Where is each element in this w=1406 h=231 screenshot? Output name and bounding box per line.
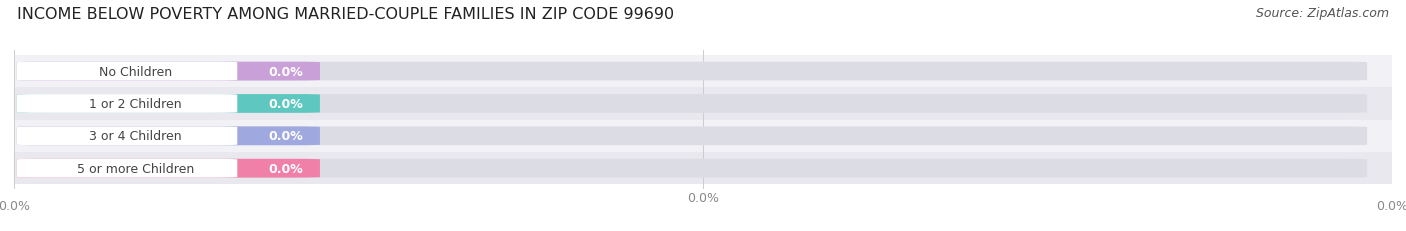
FancyBboxPatch shape [17,127,321,146]
Bar [14,56,1392,88]
FancyBboxPatch shape [17,95,1367,113]
Text: 1 or 2 Children: 1 or 2 Children [89,97,181,110]
Text: No Children: No Children [98,65,172,78]
Text: 3 or 4 Children: 3 or 4 Children [89,130,181,143]
FancyBboxPatch shape [17,127,1367,146]
Text: 0.0%: 0.0% [269,97,304,110]
Text: 0.0%: 0.0% [269,65,304,78]
Text: 0.0%: 0.0% [269,130,304,143]
FancyBboxPatch shape [17,159,238,178]
Text: 0.0%: 0.0% [688,191,718,204]
Text: INCOME BELOW POVERTY AMONG MARRIED-COUPLE FAMILIES IN ZIP CODE 99690: INCOME BELOW POVERTY AMONG MARRIED-COUPL… [17,7,673,22]
Bar [14,152,1392,185]
FancyBboxPatch shape [17,159,321,178]
Text: Source: ZipAtlas.com: Source: ZipAtlas.com [1256,7,1389,20]
FancyBboxPatch shape [17,127,238,146]
Bar [14,88,1392,120]
FancyBboxPatch shape [17,95,321,113]
FancyBboxPatch shape [17,62,1367,81]
FancyBboxPatch shape [17,95,238,113]
FancyBboxPatch shape [17,62,321,81]
FancyBboxPatch shape [17,159,1367,178]
Bar [14,120,1392,152]
Text: 0.0%: 0.0% [269,162,304,175]
FancyBboxPatch shape [17,62,238,81]
Text: 5 or more Children: 5 or more Children [77,162,194,175]
